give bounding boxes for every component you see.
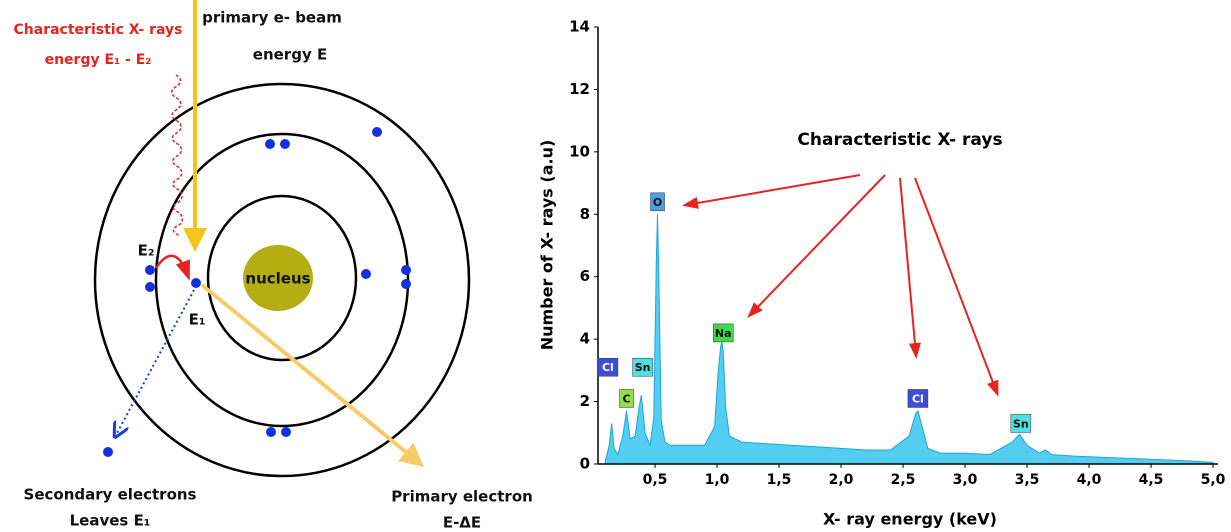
y-tick-label: 8 — [580, 205, 590, 223]
y-tick-label: 2 — [580, 392, 590, 410]
xray-wave — [170, 74, 184, 237]
x-tick-label: 3,5 — [1015, 472, 1040, 488]
y-tick-label: 6 — [580, 267, 590, 285]
peak-label-box — [1010, 414, 1032, 433]
x-tick-label: 1,5 — [767, 472, 792, 488]
y-tick-label: 12 — [569, 80, 590, 98]
x-tick-label: 4,0 — [1077, 472, 1102, 488]
peak-label: Na — [715, 327, 732, 340]
e1-label: E₁ — [189, 311, 206, 329]
annotation: Characteristic X- rays — [797, 130, 1002, 150]
annotation-arrow — [899, 177, 921, 359]
x-tick-label: 2,0 — [829, 472, 854, 488]
atom-diagram: Characteristic X- rays energy E₁ - E₂ pr… — [14, 0, 533, 532]
annotation-arrow — [747, 174, 886, 318]
nucleus — [243, 245, 313, 311]
peak-label: O — [653, 196, 662, 209]
xray-energy: energy E₁ - E₂ — [45, 52, 152, 68]
peak-label-box — [597, 357, 619, 377]
peak-label: Cl — [912, 392, 924, 405]
peak-label: C — [622, 392, 630, 405]
scattered-arrow — [200, 283, 425, 468]
x-tick-label: 5,0 — [1201, 472, 1226, 488]
secondary-arrow — [117, 289, 195, 433]
x-axis-label: X- ray energy (keV) — [823, 510, 997, 529]
x-tick-label: 3,0 — [953, 472, 978, 488]
peak-label-box — [907, 389, 929, 408]
peak-label-box — [619, 389, 634, 408]
spectrum-area — [604, 214, 1214, 465]
primary-sub: E-ΔE — [443, 514, 481, 532]
transition-arrow — [154, 254, 190, 281]
beam-title: primary e- beam — [202, 9, 342, 27]
peak-label-box — [632, 357, 653, 377]
secondary-sub: Leaves E₁ — [70, 512, 151, 530]
annotation-arrow — [914, 177, 999, 397]
y-axis-label: Number of X- rays (a.u) — [538, 140, 557, 351]
x-tick-label: 4,5 — [1139, 472, 1164, 488]
xray-title: Characteristic X- rays — [14, 22, 183, 38]
outer-shell — [93, 82, 471, 478]
beam-energy: energy E — [253, 46, 327, 64]
primary-title: Primary electron — [391, 488, 533, 506]
annotation-arrow — [682, 174, 861, 209]
x-tick-label: 0,5 — [643, 472, 668, 488]
y-tick-label: 10 — [569, 142, 590, 160]
peak-label-box — [712, 323, 734, 343]
spectrum-chart: Number of X- rays (a.u) X- ray energy (k… — [538, 18, 1226, 529]
secondary-title: Secondary electrons — [24, 486, 197, 504]
nucleus-label: nucleus — [245, 270, 310, 288]
peak-label: Cl — [602, 361, 614, 374]
y-tick-label: 0 — [580, 455, 590, 473]
peak-label: Sn — [1013, 417, 1029, 430]
y-tick-label: 14 — [569, 18, 590, 36]
y-tick-label: 4 — [580, 330, 590, 348]
peak-label-box — [650, 192, 665, 212]
e2-label: E₂ — [138, 242, 155, 260]
x-tick-label: 1,0 — [705, 472, 730, 488]
x-tick-label: 2,5 — [891, 472, 916, 488]
peak-label: Sn — [635, 361, 651, 374]
inner-shell — [206, 194, 358, 362]
electrons — [103, 127, 411, 457]
